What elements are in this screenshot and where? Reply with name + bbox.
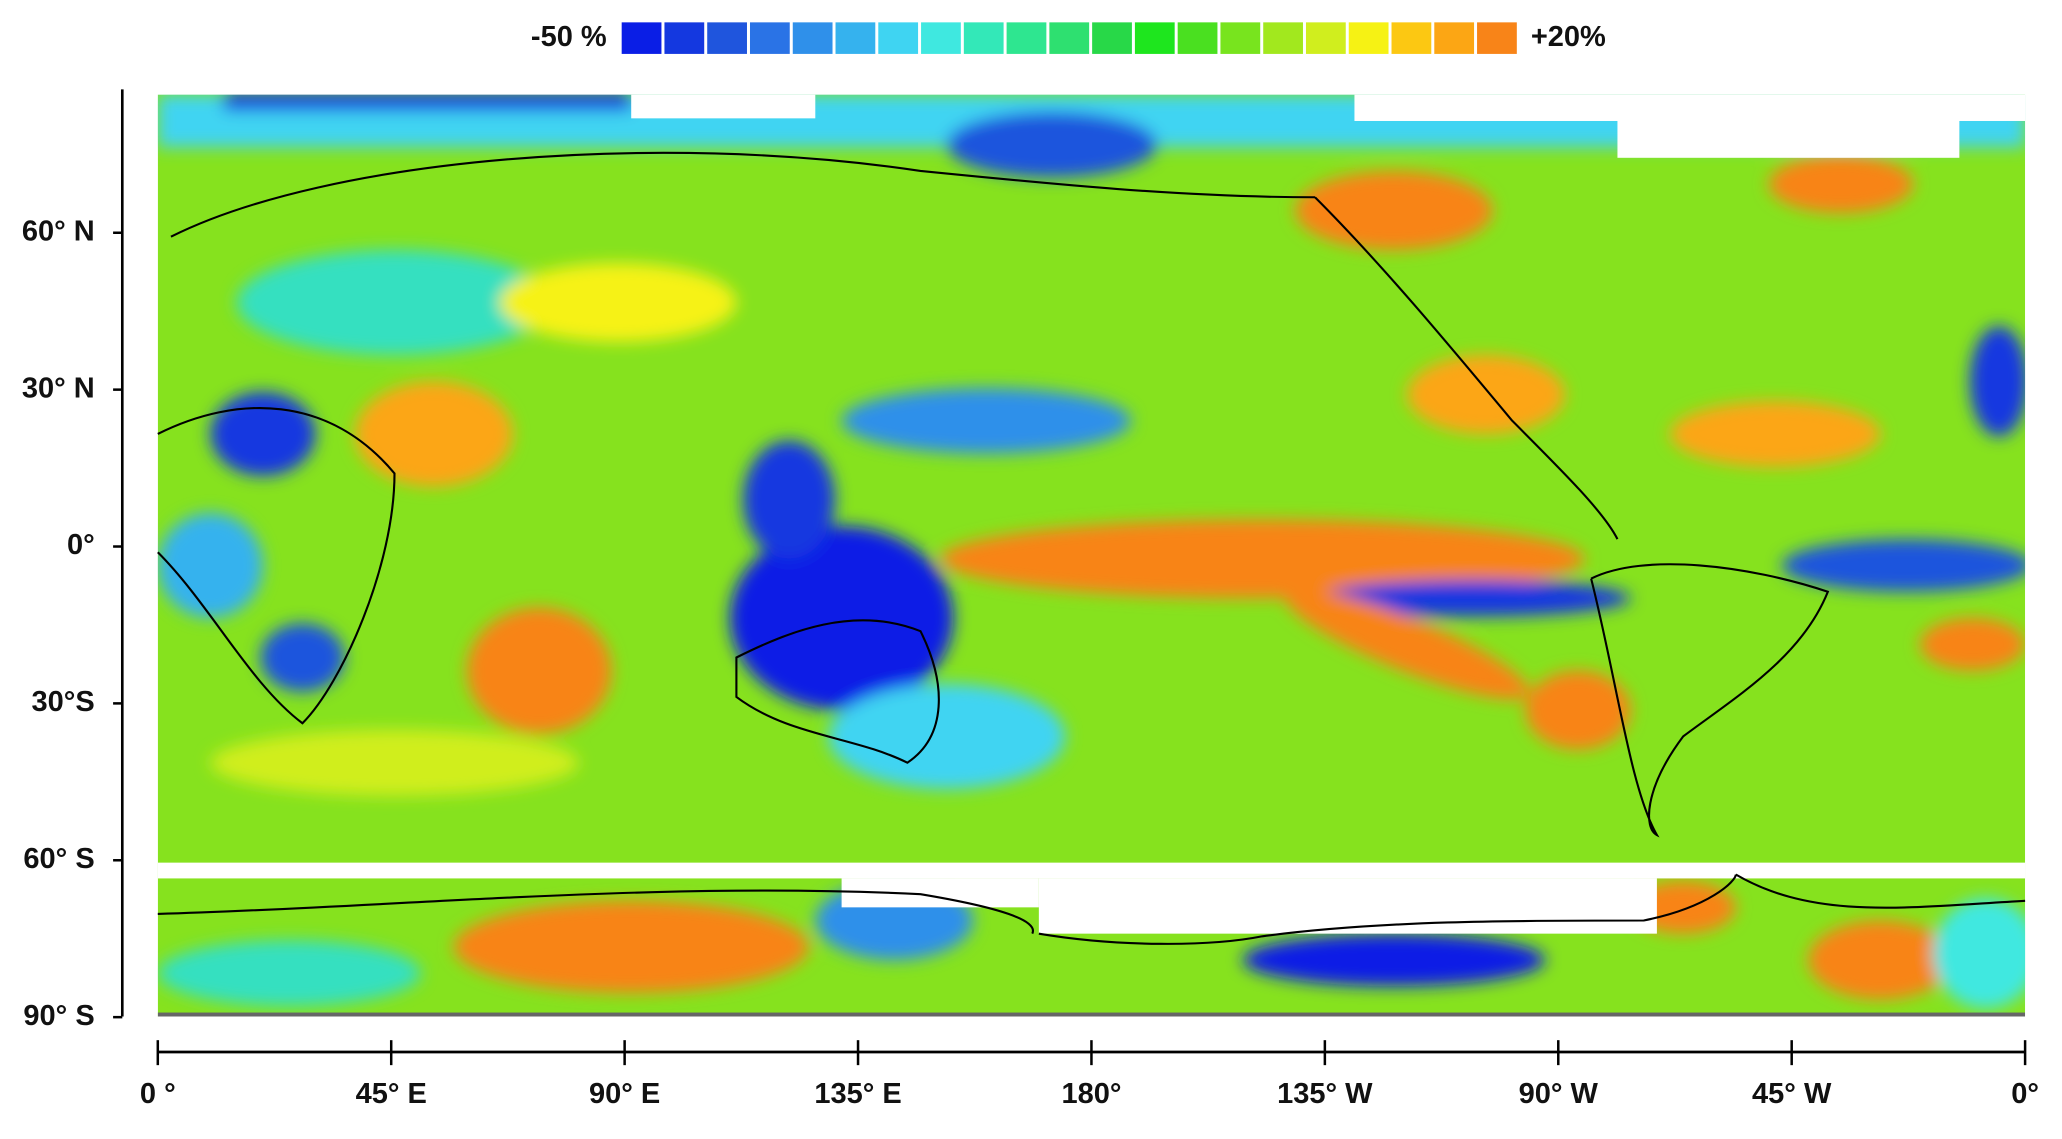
lon-label: 135° W bbox=[1277, 1078, 1373, 1110]
colorbar-swatch bbox=[749, 22, 790, 54]
lon-label: 45° E bbox=[356, 1078, 427, 1110]
colorbar-swatch bbox=[621, 22, 662, 54]
colorbar-swatch bbox=[707, 22, 747, 54]
legend-min-label: -50 % bbox=[531, 21, 607, 53]
colorbar-swatch bbox=[1049, 22, 1090, 54]
colorbar-swatch bbox=[1220, 22, 1261, 54]
lat-label: 30° N bbox=[22, 372, 95, 404]
colorbar-swatch bbox=[835, 22, 876, 54]
colorbar-swatch bbox=[1134, 22, 1175, 54]
coastlines bbox=[157, 151, 2026, 945]
lat-label: 60° N bbox=[22, 215, 95, 247]
colorbar-swatch bbox=[1177, 22, 1218, 54]
colorbar-swatch bbox=[878, 22, 919, 54]
colorbar-swatch bbox=[1391, 22, 1432, 54]
map-layer bbox=[120, 89, 2026, 1054]
lon-label: 135° E bbox=[814, 1078, 901, 1110]
lat-label: 90° S bbox=[23, 1000, 94, 1032]
lat-label: 0° bbox=[67, 529, 95, 561]
lon-label: 0 ° bbox=[140, 1078, 176, 1110]
colorbar-swatch bbox=[1006, 22, 1047, 54]
colorbar-swatch bbox=[1434, 22, 1475, 54]
lon-label: 180° bbox=[1061, 1078, 1121, 1110]
data-field bbox=[157, 94, 2026, 1017]
colorbar-swatch bbox=[1092, 22, 1132, 54]
colorbar-swatch bbox=[963, 22, 1004, 54]
lon-label: 90° E bbox=[589, 1078, 660, 1110]
lat-label: 30°S bbox=[31, 686, 94, 718]
colorbar-swatch bbox=[1263, 22, 1303, 54]
colorbar-swatch bbox=[921, 22, 961, 54]
colorbar-swatch bbox=[1348, 22, 1389, 54]
colorbar-swatch bbox=[792, 22, 833, 54]
lon-label: 90° W bbox=[1519, 1078, 1599, 1110]
colorbar-swatch bbox=[664, 22, 705, 54]
colorbar-swatch bbox=[1477, 22, 1517, 54]
lon-label: 45° W bbox=[1752, 1078, 1832, 1110]
lon-label: 0° bbox=[2011, 1078, 2039, 1110]
lat-label: 60° S bbox=[23, 843, 94, 875]
legend-max-label: +20% bbox=[1531, 21, 1606, 53]
colorbar-swatch bbox=[1305, 22, 1346, 54]
